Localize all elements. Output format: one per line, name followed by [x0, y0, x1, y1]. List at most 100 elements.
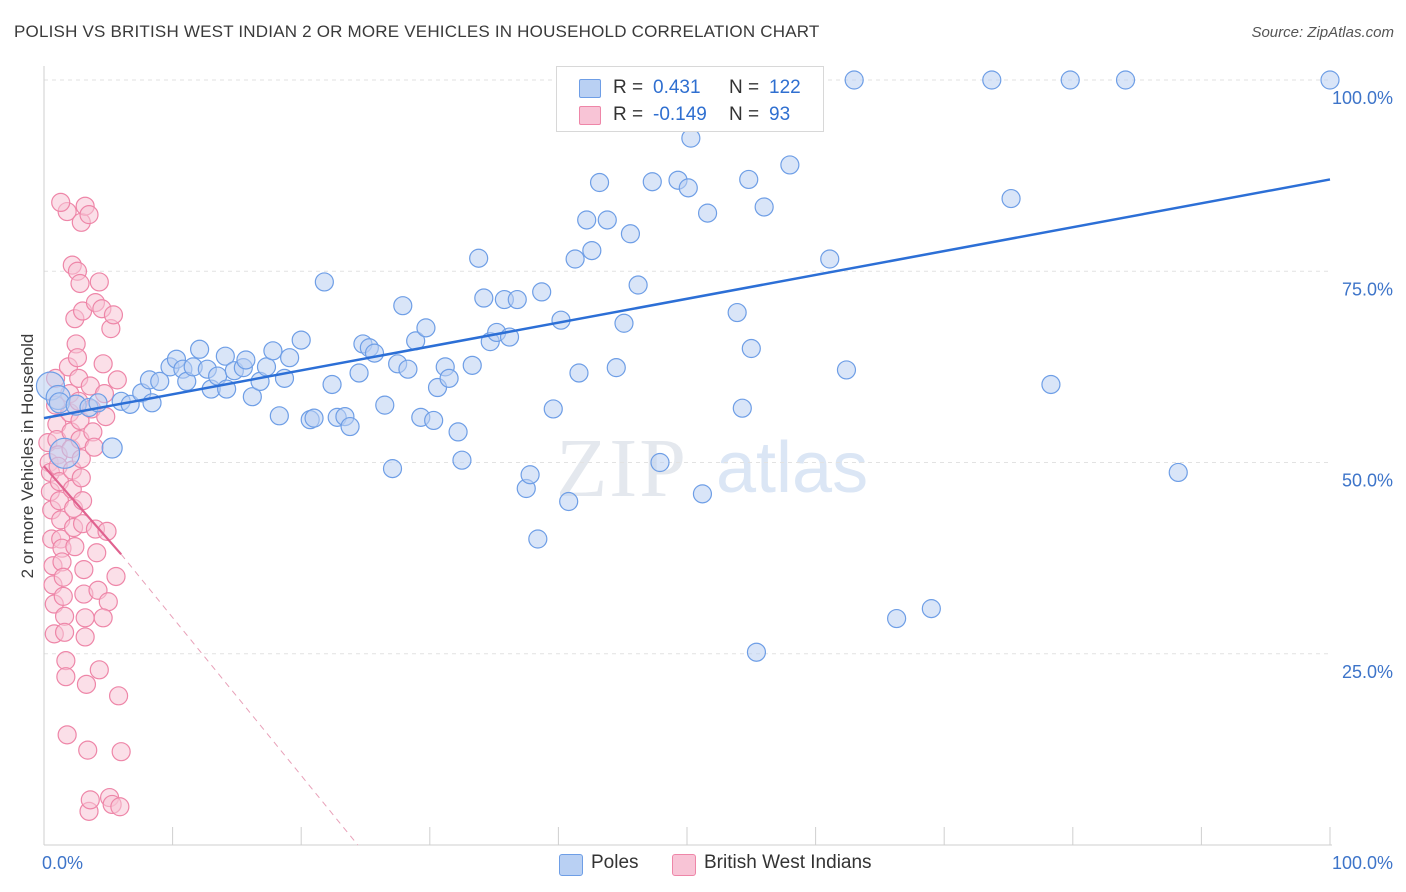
- poles-point: [754, 197, 774, 217]
- british-west-indians-point: [78, 740, 98, 760]
- poles-point: [1115, 70, 1136, 90]
- poles-point: [836, 360, 857, 380]
- n-label: N =: [729, 77, 760, 98]
- poles-point: [322, 374, 342, 395]
- british-west-indians-point: [111, 742, 131, 762]
- poles-point: [1001, 188, 1021, 209]
- poles-point: [692, 484, 713, 504]
- poles-point: [739, 169, 759, 190]
- british-west-indians-point: [84, 437, 104, 457]
- poles-point: [589, 172, 610, 193]
- british-west-indians-point: [97, 521, 117, 541]
- poles-point: [263, 341, 283, 361]
- poles-point: [678, 178, 698, 198]
- british-west-indians-legend-swatch: [672, 854, 696, 876]
- poles-point: [577, 210, 597, 230]
- british-west-indians-point: [54, 622, 75, 642]
- british-west-indians-point: [57, 725, 77, 745]
- poles-swatch: [579, 79, 601, 98]
- stats-row-poles: R = 0.431 N = 122: [557, 73, 823, 103]
- y-tick-label: 100.0%: [1332, 88, 1393, 108]
- stats-legend: R = 0.431 N = 122 R = -0.149 N = 93: [556, 66, 824, 132]
- poles-point: [697, 203, 718, 223]
- poles-point: [597, 210, 617, 230]
- x-tick-label: 0.0%: [42, 853, 83, 873]
- poles-point: [543, 399, 563, 419]
- poles-point: [628, 275, 648, 295]
- poles-point: [1320, 70, 1340, 90]
- poles-point: [416, 318, 436, 338]
- poles-point: [614, 313, 634, 333]
- poles-point: [469, 248, 489, 268]
- poles-point: [256, 357, 277, 377]
- n-value: 122: [769, 77, 801, 98]
- british-west-indians-point: [108, 686, 129, 706]
- series-poles: [35, 70, 1340, 662]
- poles-point: [215, 346, 235, 366]
- poles-point: [364, 343, 385, 363]
- british-west-indians-point: [56, 667, 76, 687]
- poles-point: [921, 599, 941, 619]
- poles-point: [582, 240, 602, 261]
- poles-point: [375, 395, 395, 415]
- poles-point: [314, 272, 334, 292]
- poles-point: [528, 529, 548, 549]
- british-west-indians-point: [70, 273, 90, 294]
- poles-point: [650, 452, 670, 473]
- british-west-indians-point: [89, 272, 109, 292]
- poles-point: [48, 437, 81, 469]
- y-tick-labels: 25.0% 50.0% 75.0% 100.0%: [1332, 88, 1393, 682]
- british-west-indians-point: [53, 586, 73, 606]
- poles-point: [1168, 462, 1188, 483]
- poles-point: [291, 330, 311, 350]
- poles-point: [101, 437, 123, 459]
- british-west-indians-point: [65, 537, 85, 557]
- stats-row-british-west-indians: R = -0.149 N = 93: [557, 100, 823, 130]
- poles-trend-line: [43, 178, 1331, 420]
- y-tick-label: 50.0%: [1342, 471, 1393, 491]
- poles-point: [349, 363, 369, 383]
- poles-point: [150, 371, 170, 392]
- poles-point: [887, 608, 907, 629]
- british-west-indians-point: [106, 566, 126, 587]
- poles-point: [982, 70, 1002, 90]
- poles-point: [269, 406, 289, 426]
- poles-point: [780, 155, 800, 175]
- poles-point: [398, 359, 418, 379]
- x-tick-labels: 0.0% 100.0%: [42, 853, 1393, 873]
- chart-title: POLISH VS BRITISH WEST INDIAN 2 OR MORE …: [14, 22, 820, 41]
- british-west-indians-trend-extension: [120, 553, 359, 846]
- poles-point: [448, 422, 468, 442]
- british-west-indians-point: [110, 797, 130, 817]
- r-label: R =: [613, 77, 644, 98]
- poles-point: [382, 459, 403, 479]
- british-west-indians-trend-line: [43, 465, 122, 556]
- british-west-indians-point: [75, 627, 95, 647]
- legend-label-poles: Poles: [591, 852, 639, 873]
- british-west-indians-point: [71, 468, 91, 488]
- n-label: N =: [729, 104, 760, 125]
- n-value: 93: [769, 104, 791, 125]
- british-west-indians-point: [54, 606, 75, 626]
- y-axis-label: 2 or more Vehicles in Household: [18, 334, 37, 579]
- poles-point: [620, 224, 641, 244]
- british-west-indians-point: [93, 608, 113, 628]
- poles-point: [746, 642, 767, 662]
- poles-point: [642, 172, 662, 192]
- british-west-indians-point: [76, 674, 97, 694]
- poles-point: [393, 296, 413, 316]
- british-west-indians-point: [103, 305, 124, 325]
- british-west-indians-swatch: [579, 106, 601, 125]
- trend-lines: [43, 178, 1331, 846]
- series-legend: Poles British West Indians: [0, 852, 1406, 878]
- r-label: R =: [613, 104, 644, 125]
- british-west-indians-point: [72, 491, 93, 511]
- poles-point: [565, 249, 585, 269]
- poles-point: [1060, 70, 1080, 90]
- y-tick-label: 25.0%: [1342, 662, 1393, 682]
- british-west-indians-point: [98, 592, 118, 612]
- poles-point: [727, 302, 747, 323]
- poles-point: [474, 288, 494, 308]
- poles-point: [439, 368, 459, 388]
